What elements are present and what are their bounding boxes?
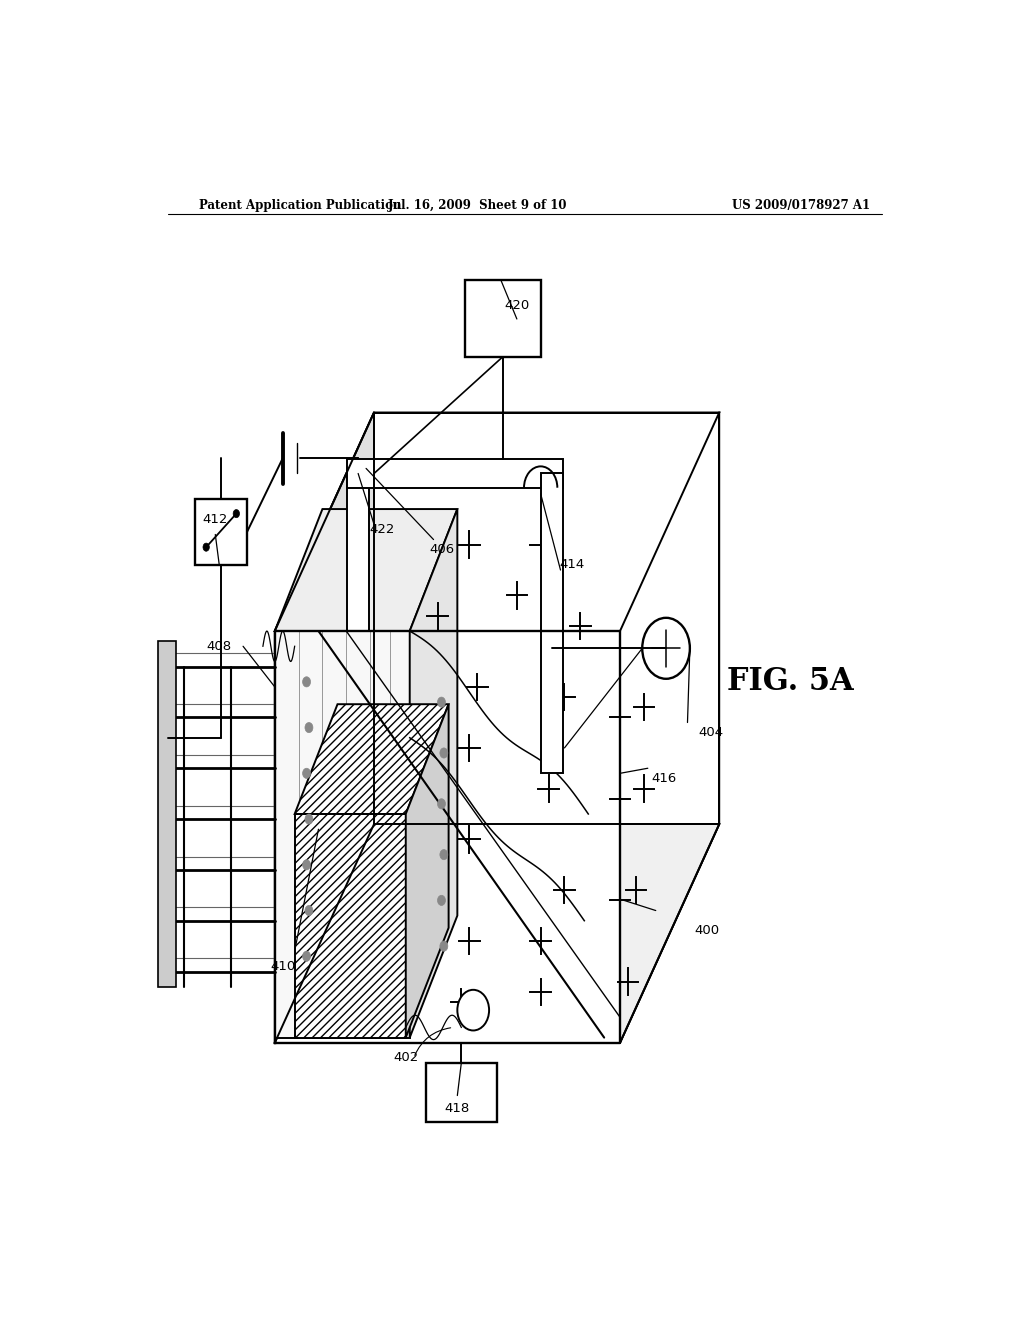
Text: 402: 402: [393, 1052, 419, 1064]
Text: 408: 408: [207, 640, 231, 653]
Circle shape: [303, 768, 310, 779]
Bar: [347, 474, 370, 631]
Polygon shape: [274, 631, 620, 1043]
Bar: [295, 814, 406, 1038]
Text: 416: 416: [651, 772, 676, 785]
Circle shape: [642, 618, 690, 678]
Bar: [426, 1063, 497, 1122]
Polygon shape: [374, 412, 719, 824]
Bar: [347, 459, 563, 487]
Circle shape: [440, 941, 447, 952]
Text: 410: 410: [270, 960, 295, 973]
Text: US 2009/0178927 A1: US 2009/0178927 A1: [732, 199, 870, 213]
Circle shape: [233, 510, 240, 517]
Text: 418: 418: [444, 1102, 470, 1115]
Circle shape: [305, 814, 313, 824]
Bar: [158, 642, 176, 987]
Polygon shape: [620, 412, 719, 1043]
Circle shape: [303, 859, 310, 870]
Circle shape: [440, 748, 447, 758]
Circle shape: [458, 990, 489, 1031]
Circle shape: [437, 697, 445, 708]
Polygon shape: [274, 412, 374, 1043]
Circle shape: [305, 722, 313, 733]
Circle shape: [440, 850, 447, 859]
Text: 404: 404: [698, 726, 724, 739]
Polygon shape: [406, 704, 449, 1038]
Circle shape: [437, 895, 445, 906]
Text: 420: 420: [504, 300, 529, 313]
Text: Jul. 16, 2009  Sheet 9 of 10: Jul. 16, 2009 Sheet 9 of 10: [387, 199, 567, 213]
Text: FIG. 5A: FIG. 5A: [727, 667, 854, 697]
Polygon shape: [274, 824, 719, 1043]
Bar: [541, 474, 563, 774]
Polygon shape: [274, 631, 410, 1038]
Polygon shape: [410, 510, 458, 1038]
Polygon shape: [274, 510, 458, 631]
Text: 422: 422: [370, 523, 394, 536]
Circle shape: [203, 543, 209, 552]
Text: Patent Application Publication: Patent Application Publication: [200, 199, 402, 213]
Polygon shape: [295, 704, 449, 814]
Circle shape: [305, 906, 313, 916]
Text: 406: 406: [429, 544, 454, 556]
Bar: [465, 280, 541, 356]
Circle shape: [303, 952, 310, 961]
Polygon shape: [274, 412, 719, 631]
Text: 414: 414: [560, 558, 585, 572]
Circle shape: [303, 677, 310, 686]
Text: 400: 400: [694, 924, 720, 937]
Text: 412: 412: [203, 512, 228, 525]
Circle shape: [437, 799, 445, 809]
Bar: [196, 499, 247, 565]
